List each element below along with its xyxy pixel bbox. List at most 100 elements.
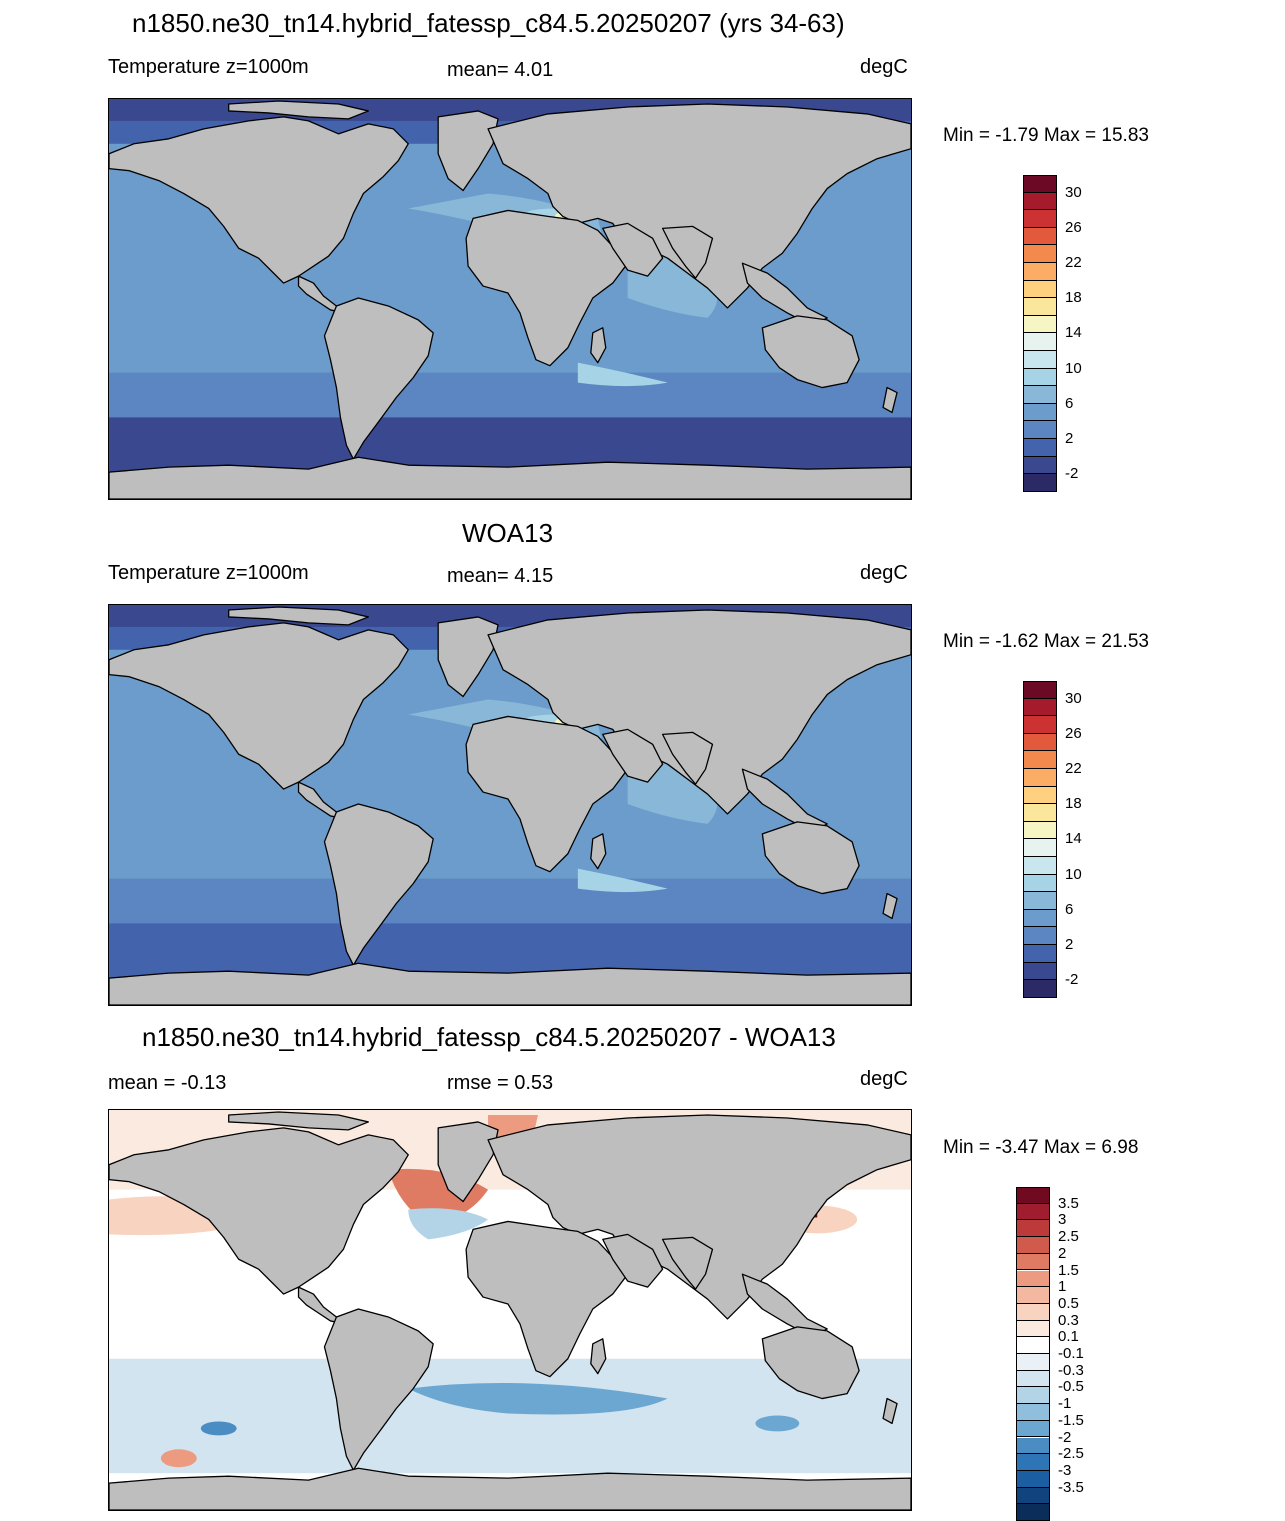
panel-1-variable-label: Temperature z=1000m [108,56,309,78]
panel-1-title: n1850.ne30_tn14.hybrid_fatessp_c84.5.202… [132,8,845,38]
colorbar-swatch [1016,1404,1050,1421]
colorbar-swatch [1016,1287,1050,1304]
colorbar-swatch [1023,210,1057,228]
land-antarctica [109,456,911,499]
colorbar-tick-label: -2 [1065,971,1079,989]
colorbar-swatch [1023,857,1057,875]
colorbar-swatch [1023,263,1057,281]
colorbar-tick-label: 18 [1065,795,1082,813]
diff-pacific-negative-patch [200,1421,237,1436]
land-canadian-arctic [228,1111,370,1131]
land-madagascar [590,327,607,364]
colorbar-swatch [1016,1237,1050,1254]
panel-2-map [108,604,912,1006]
colorbar-tick-label: 14 [1065,830,1082,848]
colorbar-tick-label: -0.3 [1058,1361,1084,1379]
colorbar-swatch [1023,892,1057,910]
colorbar-swatch [1023,681,1057,699]
panel-2-map-svg [109,605,911,1005]
colorbar-swatch [1023,368,1057,387]
land-india [661,225,714,279]
colorbar-swatch [1016,1437,1050,1455]
colorbar-swatch [1023,962,1057,981]
panel-1-min-max: Min = -1.79 Max = 15.83 [943,125,1149,146]
colorbar-tick-label: 30 [1065,689,1082,707]
colorbar-swatch [1023,839,1057,857]
panel-2-mean-label: mean= 4.15 [447,565,554,587]
ocean-band-circumpolar [109,417,911,473]
colorbar-tick-label: 18 [1065,289,1082,307]
colorbar-swatch [1016,1387,1050,1405]
colorbar-swatch [1023,927,1057,945]
colorbar-tick-label: -3.5 [1058,1478,1084,1496]
colorbar-tick-label: 10 [1065,359,1082,377]
colorbar-tick-label: 6 [1065,394,1074,412]
panel-3-units-label: degC [860,1068,908,1090]
land-india [661,731,714,785]
land-eurasia [487,103,911,309]
diff-pacific-positive-patch [160,1449,197,1468]
colorbar-tick-label: 1 [1058,1278,1067,1296]
land-new-zealand [882,892,898,920]
panel-1-mean-label: mean= 4.01 [447,59,554,81]
colorbar-swatch [1023,769,1057,787]
colorbar-swatch [1023,403,1057,422]
land-new-zealand [882,1397,898,1425]
colorbar-swatch [1023,698,1057,717]
colorbar-swatch [1023,786,1057,805]
colorbar-swatch [1016,1220,1050,1238]
colorbar-tick-label: 2 [1065,936,1074,953]
colorbar-frame [1016,1187,1050,1521]
colorbar-tick-label: 14 [1065,324,1082,342]
colorbar-swatch [1023,874,1057,893]
colorbar-tick-label: 1.5 [1058,1261,1079,1279]
colorbar-tick-label: 26 [1065,218,1082,236]
colorbar-swatch [1023,804,1057,822]
panel-1-map-svg [109,99,911,499]
colorbar-swatch [1016,1203,1050,1221]
colorbar-swatch [1016,1454,1050,1471]
colorbar-tick-label: -2.5 [1058,1445,1084,1463]
land-eurasia [487,609,911,815]
land-eurasia [487,1114,911,1320]
colorbar-swatch [1016,1270,1050,1288]
land-arabia [602,728,664,783]
colorbar-swatch [1023,733,1057,752]
colorbar-swatch [1023,821,1057,840]
colorbar-swatch [1016,1187,1050,1204]
panel-1-map [108,98,912,500]
colorbar-swatch [1023,751,1057,769]
land-south-america [323,803,434,966]
ocean-band-circumpolar [109,923,911,979]
colorbar-tick-label: -0.1 [1058,1345,1084,1362]
colorbar-tick-label: -2 [1065,465,1079,483]
colorbar-swatch [1023,909,1057,928]
colorbar-swatch [1023,945,1057,963]
colorbar-swatch [1016,1420,1050,1438]
colorbar-swatch [1023,298,1057,316]
panel-3-map [108,1109,912,1511]
land-australia [761,821,860,895]
colorbar-frame [1023,175,1057,492]
colorbar-tick-label: -1 [1058,1395,1072,1413]
ocean-agulhas-warm [577,868,668,893]
colorbar-swatch [1023,227,1057,246]
land-canadian-arctic [228,606,370,626]
colorbar-tick-label: 0.1 [1058,1328,1079,1346]
diff-gulf-stream-negative [408,1208,489,1240]
colorbar-swatch [1023,280,1057,299]
colorbar-swatch [1023,192,1057,211]
land-africa [465,209,629,367]
colorbar-tick-label: 2 [1058,1244,1067,1262]
colorbar-tick-label: 3.5 [1058,1194,1079,1212]
colorbar-tick-label: 0.5 [1058,1294,1079,1312]
land-greenland [437,616,499,698]
land-india [661,1236,714,1290]
colorbar-tick-label: 30 [1065,183,1082,201]
land-arabia [602,1233,664,1288]
diff-southern-atlantic-negative [408,1383,668,1415]
land-antarctica [109,1467,911,1510]
colorbar-swatch [1023,439,1057,457]
colorbar-tick-label: 2.5 [1058,1228,1079,1246]
land-madagascar [590,833,607,870]
